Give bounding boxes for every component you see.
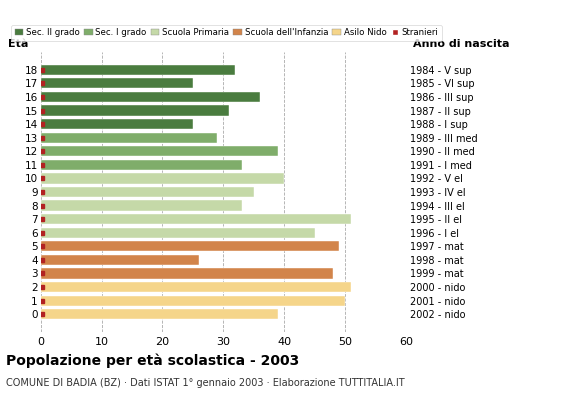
Bar: [41, 241, 339, 251]
Bar: [41, 106, 229, 116]
Text: Popolazione per età scolastica - 2003: Popolazione per età scolastica - 2003: [6, 354, 299, 368]
Bar: [41, 268, 333, 278]
Bar: [41, 78, 193, 88]
Text: Anno di nascita: Anno di nascita: [414, 39, 510, 49]
Bar: [41, 200, 241, 211]
Bar: [41, 133, 217, 143]
Text: COMUNE DI BADIA (BZ) · Dati ISTAT 1° gennaio 2003 · Elaborazione TUTTITALIA.IT: COMUNE DI BADIA (BZ) · Dati ISTAT 1° gen…: [6, 378, 404, 388]
Bar: [41, 309, 278, 319]
Bar: [41, 187, 254, 197]
Bar: [41, 160, 241, 170]
Bar: [41, 92, 260, 102]
Bar: [41, 146, 278, 156]
Bar: [41, 214, 351, 224]
Bar: [41, 296, 345, 306]
Bar: [41, 65, 235, 75]
Bar: [41, 228, 315, 238]
Bar: [41, 119, 193, 129]
Bar: [41, 255, 199, 265]
Bar: [41, 282, 351, 292]
Text: Età: Età: [8, 39, 28, 49]
Legend: Sec. II grado, Sec. I grado, Scuola Primaria, Scuola dell'Infanzia, Asilo Nido, : Sec. II grado, Sec. I grado, Scuola Prim…: [12, 25, 442, 41]
Bar: [41, 173, 284, 184]
